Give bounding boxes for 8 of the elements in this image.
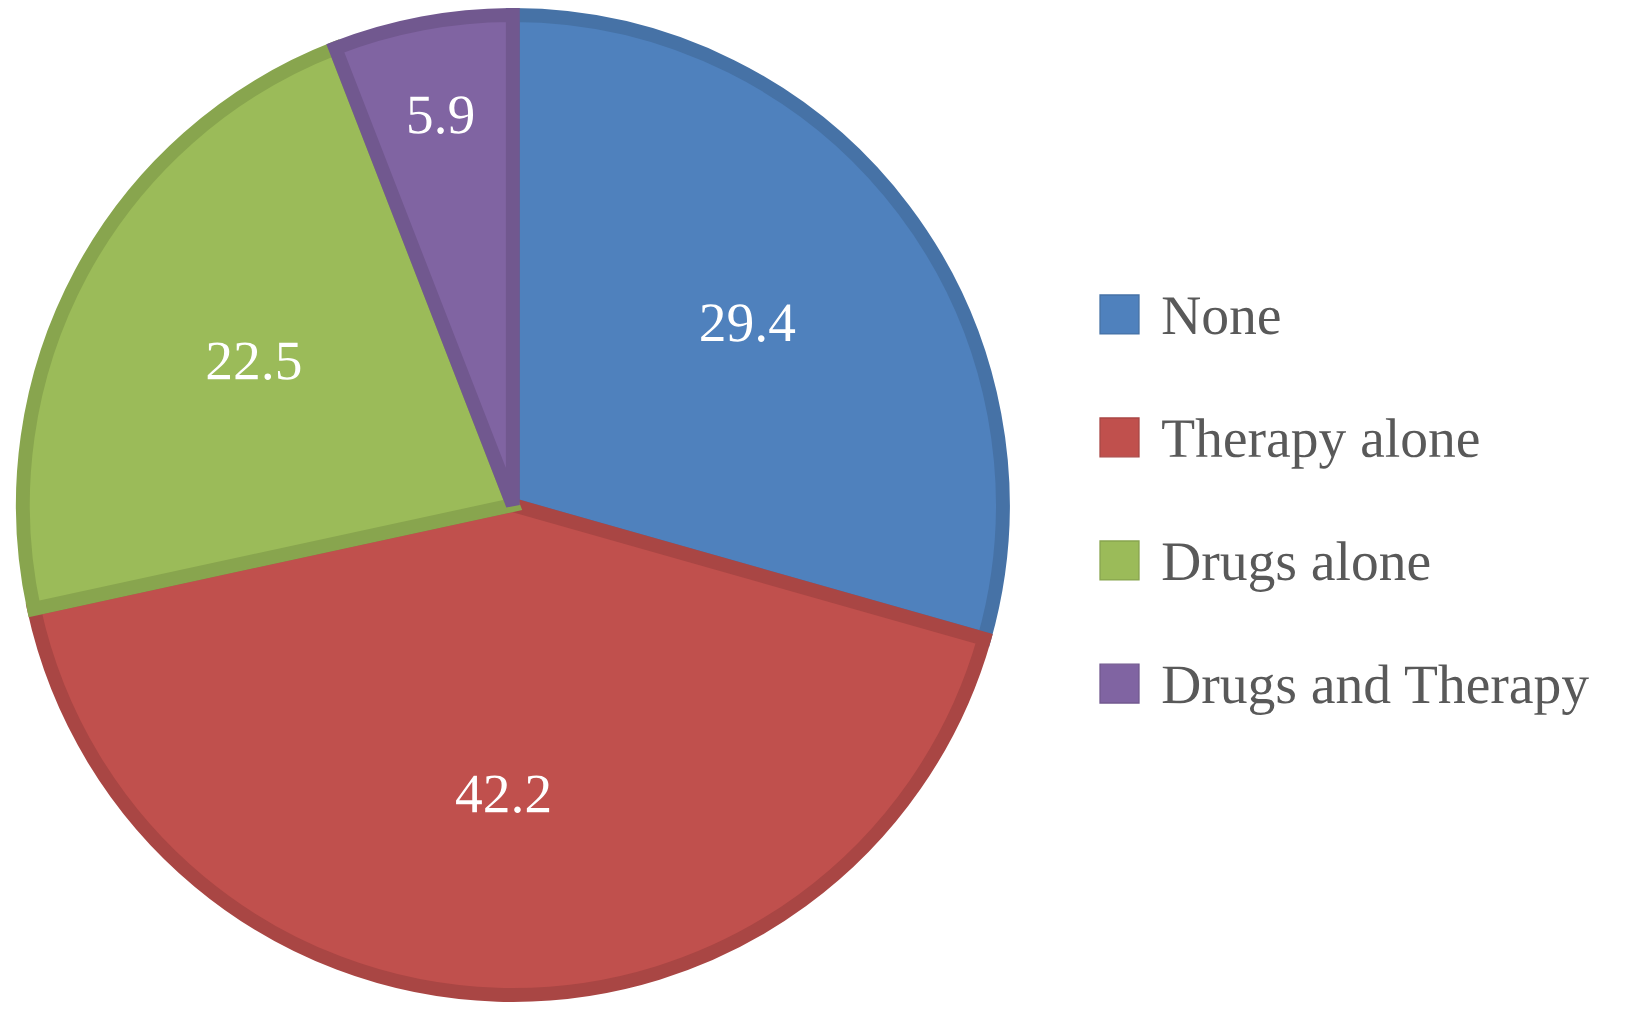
legend-label: None (1162, 297, 1280, 335)
data-label: 29.4 (701, 304, 796, 342)
data-label: 42.2 (456, 775, 550, 813)
legend-label: Drugs alone (1162, 541, 1430, 592)
legend-label: Therapy alone (1162, 418, 1479, 469)
data-label: 22.5 (207, 342, 301, 380)
legend-label: Drugs and Therapy (1162, 664, 1589, 716)
data-label: 5.9 (409, 96, 474, 134)
